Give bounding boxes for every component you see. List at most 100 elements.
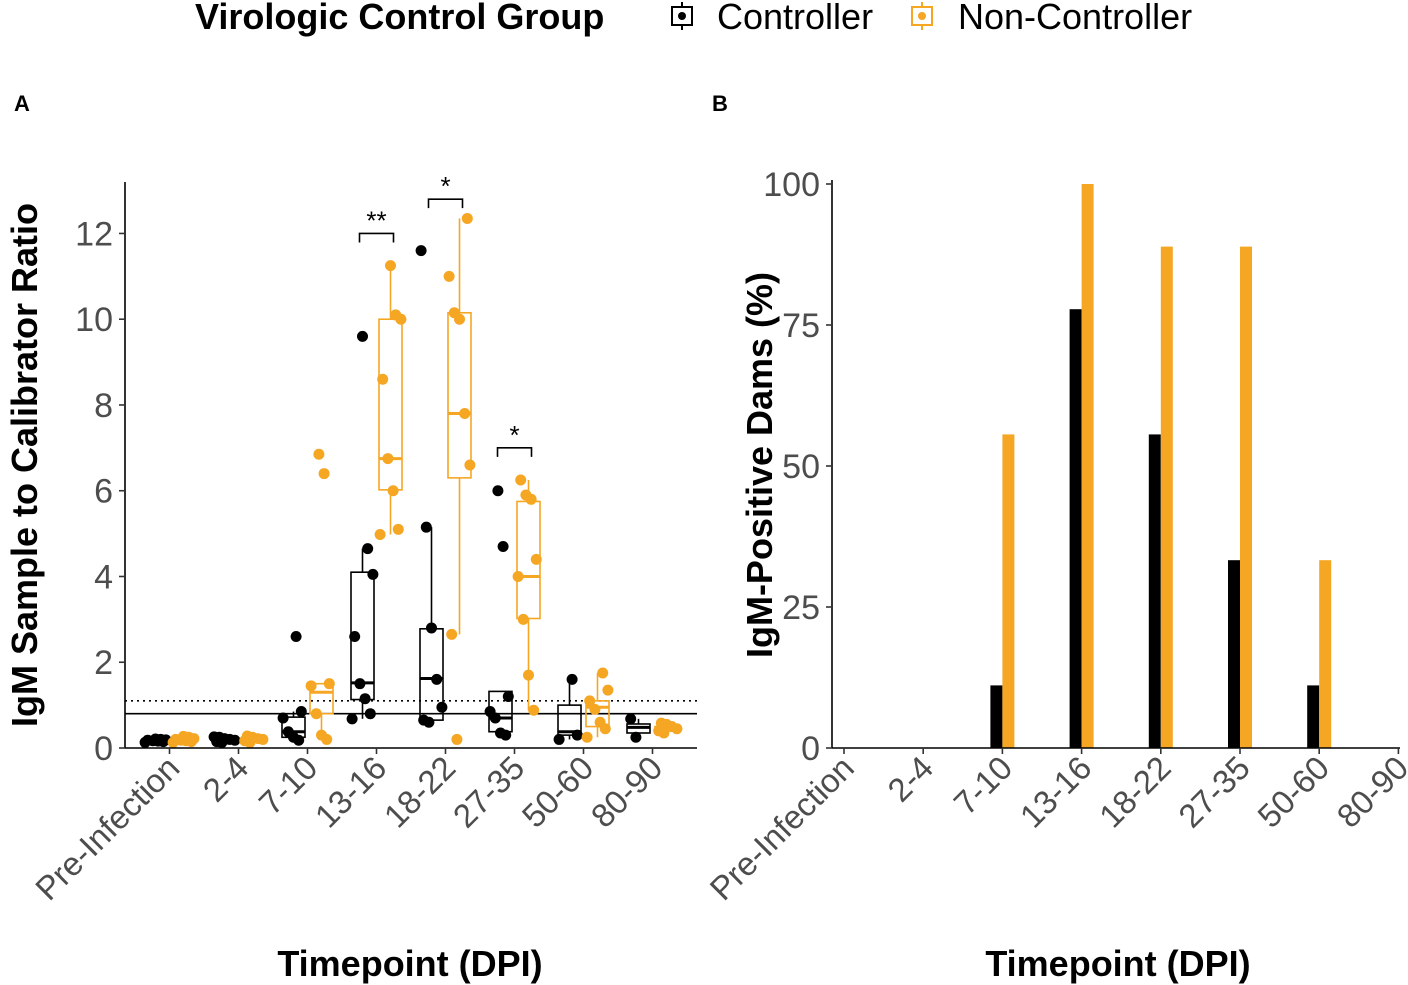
- reference-lines: [125, 700, 697, 715]
- point-non-controller-27-35: [517, 613, 529, 625]
- point-non-controller-2-4: [241, 730, 253, 742]
- point-controller-80-90: [630, 731, 642, 743]
- significance-label: *: [509, 420, 519, 450]
- box-iqr: [378, 318, 403, 491]
- point-non-controller-18-22: [464, 459, 476, 471]
- point-controller-7-10: [290, 631, 302, 643]
- point-non-controller-7-10: [313, 448, 325, 460]
- panel-b-y-axis-title: IgM-Positive Dams (%): [739, 272, 780, 658]
- point-non-controller-50-60: [602, 684, 614, 696]
- point-controller-13-16: [354, 678, 366, 690]
- y-tick-label: 50: [782, 448, 820, 486]
- point-non-controller-50-60: [594, 716, 606, 728]
- legend-key-non-controller: [911, 2, 933, 30]
- legend: Virologic Control Group Controller Non-C…: [195, 0, 1192, 37]
- point-controller-13-16: [367, 568, 379, 580]
- bar-non-controller-13-16: [1081, 184, 1094, 748]
- point-non-controller-50-60: [584, 695, 596, 707]
- boxplots: [143, 218, 679, 743]
- legend-title: Virologic Control Group: [195, 0, 604, 37]
- point-controller-18-22: [415, 245, 427, 257]
- bar-controller-13-16: [1069, 309, 1082, 748]
- point-non-controller-7-10: [318, 468, 330, 480]
- x-tick-label: Pre-Infection: [28, 749, 186, 907]
- point-controller-18-22: [431, 673, 443, 685]
- x-tick-label: 2-4: [880, 749, 940, 809]
- point-non-controller-27-35: [520, 489, 532, 501]
- point-controller-2-4: [208, 731, 220, 743]
- bar-controller-50-60: [1307, 685, 1320, 748]
- panel-b-axes: 0 25 50 75 100 Pre-Infection 2-4 7-1013-1618-22…: [702, 166, 1408, 907]
- point-non-controller-18-22: [446, 628, 458, 640]
- x-tick-label: 13-16: [1013, 749, 1099, 835]
- x-tick-label: 18-22: [377, 749, 463, 835]
- x-tick-label: Pre-Infection: [702, 749, 860, 907]
- panel-a-x-axis-title: Timepoint (DPI): [277, 943, 542, 984]
- point-non-controller-13-16: [390, 309, 402, 321]
- point-non-controller-27-35: [530, 553, 542, 565]
- point-controller-27-35: [492, 485, 504, 497]
- point-controller-13-16: [349, 631, 361, 643]
- x-tick-label: 80-90: [1330, 749, 1408, 835]
- y-tick-label: 6: [94, 473, 113, 511]
- point-non-controller-7-10: [316, 729, 327, 741]
- panel-b-x-axis-title: Timepoint (DPI): [985, 943, 1250, 984]
- bars: [990, 184, 1332, 748]
- point-controller-pre-infection: [150, 733, 161, 745]
- point-controller-27-35: [495, 727, 506, 739]
- x-tick-label: 50-60: [1250, 749, 1336, 835]
- panel-a-y-axis-title: IgM Sample to Calibrator Ratio: [4, 203, 45, 727]
- x-tick-label: 13-16: [308, 749, 394, 835]
- x-tick-label: 7-10: [946, 749, 1019, 822]
- bar-non-controller-50-60: [1319, 560, 1332, 748]
- point-non-controller-pre-infection: [178, 730, 189, 742]
- point-non-controller-18-22: [459, 408, 471, 420]
- point-non-controller-80-90: [655, 717, 667, 729]
- point-controller-13-16: [357, 330, 368, 342]
- point-controller-18-22: [436, 701, 448, 713]
- bar-controller-7-10: [990, 685, 1003, 748]
- data-points: [139, 212, 683, 748]
- point-non-controller-13-16: [377, 373, 389, 385]
- y-tick-label: 0: [801, 730, 820, 768]
- x-tick-label: 50-60: [515, 749, 601, 835]
- significance-bracket: [496, 447, 533, 457]
- panel-b: B 0 25 50 75 100 Pre-Infection 2-4 7-1013-1618-…: [702, 91, 1408, 984]
- legend-label-non-controller: Non-Controller: [958, 0, 1192, 37]
- y-tick-label: 0: [94, 730, 113, 768]
- significance-label: *: [440, 171, 450, 201]
- bar-non-controller-27-35: [1240, 246, 1252, 748]
- legend-key-controller: [671, 2, 693, 30]
- significance-annotations: ****: [358, 171, 533, 457]
- point-non-controller-13-16: [382, 453, 394, 465]
- point-controller-7-10: [295, 706, 307, 718]
- point-non-controller-27-35: [512, 570, 524, 582]
- y-tick-label: 10: [75, 301, 113, 339]
- point-controller-7-10: [277, 712, 289, 724]
- point-controller-13-16: [362, 543, 374, 555]
- point-controller-7-10: [282, 726, 294, 738]
- x-tick-label: 27-35: [446, 749, 532, 835]
- point-controller-13-16: [359, 693, 371, 705]
- panel-a-label: A: [14, 91, 30, 116]
- point-non-controller-27-35: [523, 669, 534, 681]
- point-non-controller-50-60: [589, 703, 601, 715]
- x-tick-label: 80-90: [584, 749, 670, 835]
- point-controller-18-22: [418, 714, 430, 726]
- point-controller-18-22: [420, 521, 432, 533]
- point-non-controller-50-60: [581, 731, 593, 743]
- bar-controller-27-35: [1228, 560, 1240, 748]
- bar-non-controller-7-10: [1002, 434, 1015, 748]
- x-tick-label: 27-35: [1171, 749, 1257, 835]
- significance-bracket: [358, 232, 395, 243]
- y-tick-label: 75: [782, 307, 820, 345]
- significance-bracket: [427, 198, 464, 209]
- point-controller-27-35: [484, 706, 496, 718]
- point-non-controller-18-22: [443, 270, 455, 282]
- significance-label: **: [366, 205, 386, 235]
- point-non-controller-27-35: [528, 704, 540, 716]
- y-tick-label: 8: [94, 387, 113, 425]
